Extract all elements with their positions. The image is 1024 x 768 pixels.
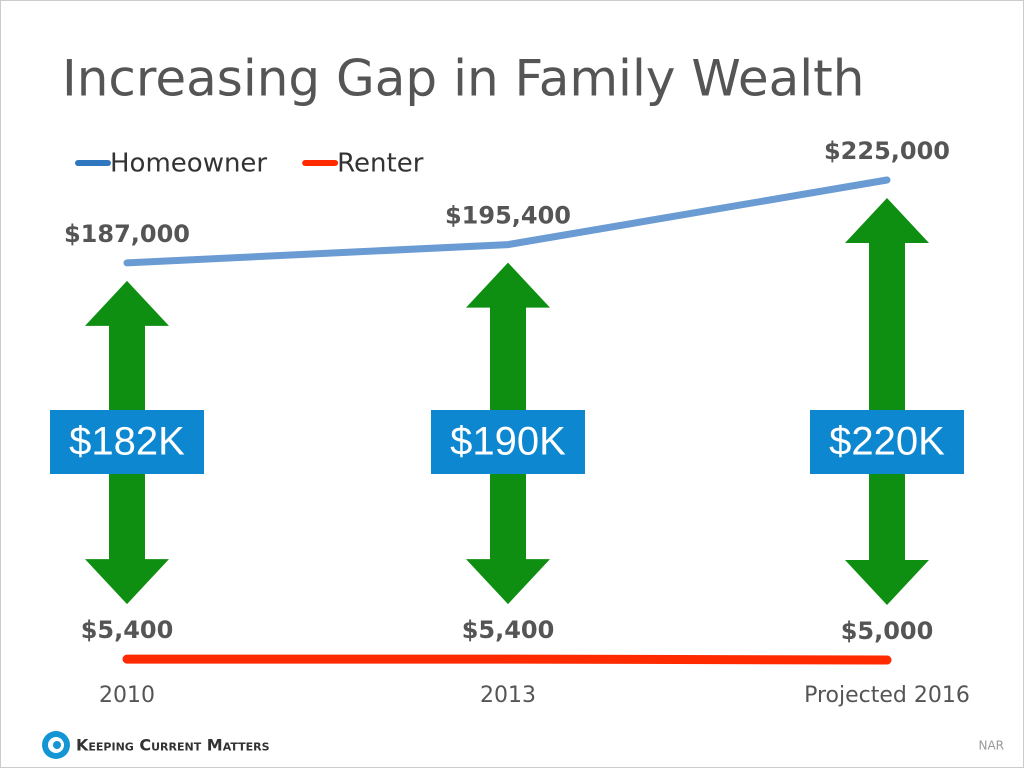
value-label: $5,400 (81, 616, 174, 644)
gap-arrow (845, 198, 929, 605)
value-label: $5,000 (841, 617, 934, 645)
gap-box (810, 410, 964, 474)
gap-box (431, 410, 585, 474)
value-label: $195,400 (445, 202, 571, 230)
brand-name: Keeping Current Matters (76, 736, 270, 755)
chart-title: Increasing Gap in Family Wealth (62, 50, 864, 108)
series-line (123, 176, 891, 267)
gap-label: $190K (450, 420, 566, 464)
legend-label: Homeowner (110, 149, 267, 179)
gap-box (50, 410, 204, 474)
value-label: $187,000 (64, 220, 190, 248)
x-tick-label: 2013 (480, 683, 536, 708)
gap-label: $220K (829, 420, 945, 464)
source-note: NAR (978, 739, 1004, 753)
brand-logo (42, 731, 70, 759)
value-label: $225,000 (824, 137, 950, 165)
series-line (122, 654, 892, 665)
x-tick-label: Projected 2016 (804, 683, 970, 708)
value-label: $5,400 (462, 616, 555, 644)
gap-label: $182K (69, 420, 185, 464)
legend-label: Renter (337, 149, 424, 179)
x-tick-label: 2010 (99, 683, 155, 708)
